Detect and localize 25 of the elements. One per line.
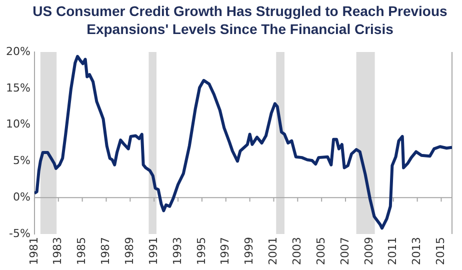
x-tick-label: 2001	[266, 237, 280, 266]
x-tick-label: 2013	[410, 237, 424, 266]
y-tick-label: 20%	[6, 44, 30, 58]
x-tick-label: 1989	[123, 237, 136, 266]
x-tick-label: 1991	[146, 237, 160, 266]
chart-title: US Consumer Credit Growth Has Struggled to Reach Previous Expansions' Levels Since The Financial Crisis	[32, 2, 448, 38]
x-tick-label: 2007	[338, 237, 352, 266]
x-tick-label: 1995	[194, 237, 208, 266]
x-tick-label: 1993	[170, 237, 184, 266]
x-tick-label: 1983	[51, 237, 64, 266]
y-tick-label: 15%	[6, 81, 30, 94]
y-tick-label: -5%	[9, 226, 30, 240]
x-tick-label: 1999	[242, 237, 256, 266]
x-tick-label: 2009	[362, 237, 376, 266]
x-tick-label: 1981	[27, 237, 40, 266]
x-tick-label: 2015	[434, 237, 448, 266]
x-tick-label: 1997	[218, 237, 232, 266]
x-tick-label: 2003	[290, 237, 304, 266]
x-tick-label: 2005	[314, 237, 328, 266]
x-tick-label: 1985	[75, 237, 88, 266]
x-tick-label: 1987	[99, 237, 112, 266]
y-tick-label: 0%	[12, 190, 30, 204]
y-tick-label: 5%	[12, 154, 30, 168]
x-tick-label: 2011	[386, 237, 400, 266]
y-tick-label: 10%	[6, 118, 30, 131]
